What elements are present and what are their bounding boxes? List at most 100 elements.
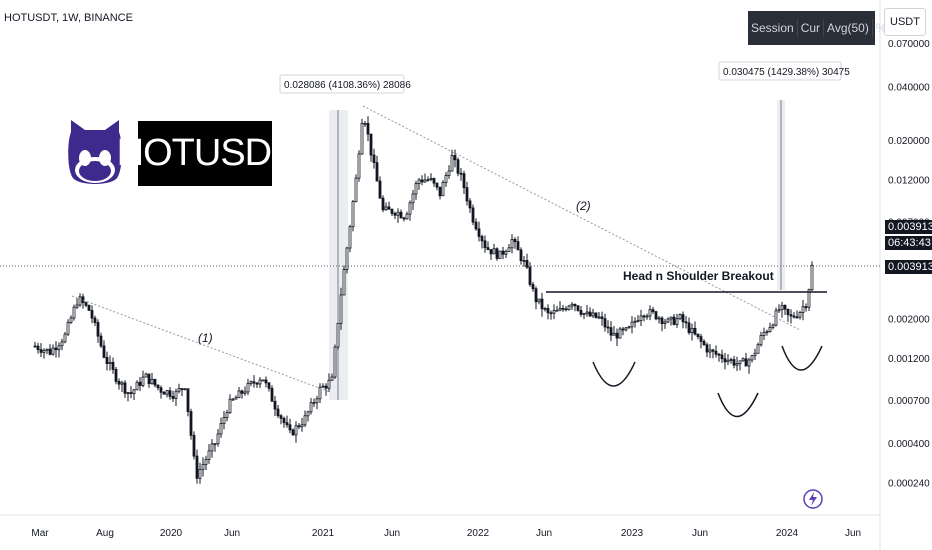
candle-body (426, 179, 430, 182)
candle-body (645, 315, 649, 318)
candle-body (618, 328, 622, 339)
candle-body (321, 385, 325, 388)
candle-body (675, 318, 679, 325)
price-line-tag: 0.003913 (885, 260, 932, 274)
candle-body (531, 284, 535, 290)
avg-button[interactable]: Avg(50) (824, 19, 873, 37)
x-tick-label: 2023 (621, 528, 644, 539)
candle-body (42, 349, 46, 353)
session-button[interactable]: Session (748, 19, 798, 37)
candle-body (411, 193, 415, 204)
candle-body (573, 303, 577, 307)
candle-body (690, 327, 694, 334)
candle-body (90, 310, 94, 319)
last-price-tag: 0.003913 (885, 220, 932, 234)
right-shoulder-arc (781, 345, 823, 371)
candle-body (759, 335, 763, 346)
x-tick-label: Jun (845, 528, 861, 539)
candle-body (456, 159, 460, 174)
candle-body (39, 349, 43, 353)
candle-body (468, 200, 472, 209)
candle-body (786, 308, 790, 316)
candle-body (429, 178, 433, 181)
candle-body (609, 327, 613, 336)
candle-body (567, 305, 571, 310)
candle-body (639, 315, 643, 321)
countdown-tag: 06:43:43 (885, 236, 932, 250)
candle-body (387, 206, 391, 210)
candle-body (726, 359, 730, 363)
candle-body (528, 266, 532, 285)
measure-label-2: 0.030475 (1429.38%) 30475 (723, 67, 850, 78)
candle-body (270, 387, 274, 402)
candle-body (195, 455, 199, 479)
candle-body (801, 306, 805, 313)
candle-body (129, 392, 133, 395)
currency-selector[interactable]: USDT (884, 8, 926, 36)
measure-label-1: 0.028086 (4108.36%) 28086 (284, 80, 411, 91)
x-tick-label: 2020 (160, 528, 183, 539)
candle-body (150, 378, 154, 385)
candle-body (240, 390, 244, 394)
candle-body (57, 345, 61, 351)
candle-body (207, 450, 211, 460)
candle-body (402, 217, 406, 220)
candle-body (366, 122, 370, 135)
logo-text: HOTUSDT (117, 121, 294, 186)
percent-button[interactable]: % (875, 21, 887, 35)
candle-body (744, 358, 748, 367)
candle-body (339, 294, 343, 324)
candle-body (666, 318, 670, 323)
candle-body (459, 172, 463, 175)
candle-body (516, 241, 520, 251)
candle-body (285, 422, 289, 426)
candle-body (345, 247, 349, 270)
candle-body (612, 332, 616, 336)
x-tick-label: Jun (384, 528, 400, 539)
candle-body (291, 429, 295, 436)
candle-body (621, 328, 625, 331)
candle-body (168, 390, 172, 397)
y-tick-label: 0.002000 (888, 314, 930, 325)
y-tick-label: 0.000400 (888, 439, 930, 450)
candle-body (414, 183, 418, 195)
candle-body (135, 381, 139, 391)
lightning-icon[interactable] (802, 488, 824, 510)
candle-body (162, 391, 166, 395)
candle-body (177, 388, 181, 392)
candle-body (294, 425, 298, 436)
candle-body (687, 322, 691, 334)
candle-body (45, 348, 49, 351)
candle-body (525, 260, 529, 268)
candle-body (228, 398, 232, 414)
candle-body (729, 359, 733, 361)
candle-body (789, 314, 793, 317)
candle-body (549, 312, 553, 315)
candle-body (375, 162, 379, 182)
candle-body (453, 155, 457, 161)
candle-body (594, 312, 598, 318)
x-tick-label: 2022 (467, 528, 490, 539)
y-tick-label: 0.000700 (888, 396, 930, 407)
candle-body (93, 317, 97, 323)
candle-body (711, 349, 715, 352)
currency-button[interactable]: Cur (798, 19, 825, 37)
candle-body (723, 358, 727, 363)
candle-body (99, 335, 103, 347)
candle-body (330, 376, 334, 381)
candle-body (69, 317, 73, 324)
candle-body (201, 463, 205, 470)
candle-body (258, 379, 262, 385)
candle-body (384, 206, 388, 211)
candle-body (591, 312, 595, 317)
trendline-1 (71, 295, 331, 393)
candle-body (462, 173, 466, 189)
candle-body (234, 397, 238, 400)
candle-body (636, 320, 640, 322)
candle-body (471, 207, 475, 223)
y-tick-label: 0.000240 (888, 479, 930, 490)
candle-body (60, 341, 64, 347)
candle-body (678, 314, 682, 320)
candle-body (216, 433, 220, 445)
